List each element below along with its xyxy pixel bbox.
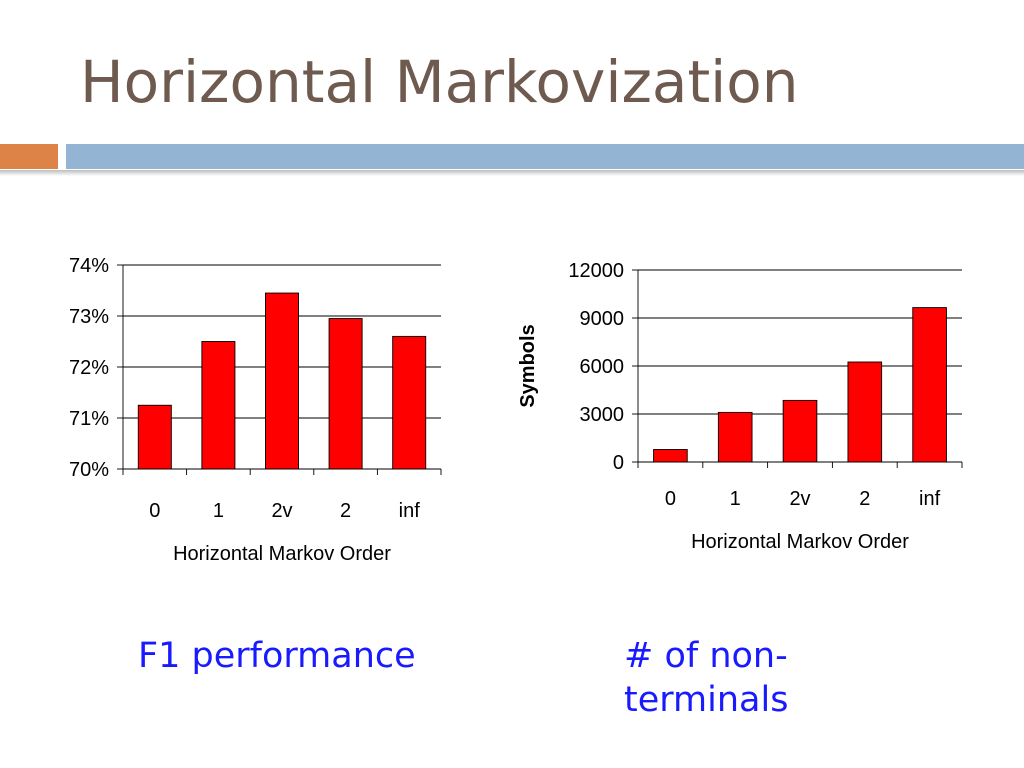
- bar-inf: [392, 335, 427, 470]
- x-tick-label: 0: [149, 500, 160, 522]
- bar-1: [201, 341, 236, 470]
- x-tick-label: 2v: [789, 488, 810, 510]
- y-tick-label: 71%: [69, 408, 109, 430]
- y-tick-label: 9000: [580, 308, 625, 330]
- bar-0: [653, 449, 688, 463]
- y-tick-label: 6000: [580, 356, 625, 378]
- y-tick-label: 73%: [69, 306, 109, 328]
- x-tick-label: 0: [665, 488, 676, 510]
- title-accent-bar-orange: [0, 144, 58, 169]
- caption-f1-performance: F1 performance: [138, 636, 416, 676]
- y-tick-label: 0: [613, 452, 624, 474]
- x-tick-label: 2v: [271, 500, 292, 522]
- y-tick-label: 74%: [69, 255, 109, 277]
- y-tick-label: 72%: [69, 357, 109, 379]
- bar-2: [328, 318, 363, 470]
- bar-0: [137, 404, 172, 470]
- x-tick-label: 2: [859, 488, 870, 510]
- title-accent-bar-blue: [66, 144, 1024, 169]
- bar-2v: [265, 292, 299, 470]
- x-axis-title: Horizontal Markov Order: [691, 531, 909, 553]
- bar-inf: [912, 307, 947, 463]
- x-tick-label: inf: [919, 488, 941, 510]
- y-axis-title: Symbols: [517, 324, 539, 407]
- x-tick-label: 2: [340, 500, 351, 522]
- x-tick-label: 1: [213, 500, 224, 522]
- bar-1: [717, 411, 753, 463]
- title-bar-shadow: [0, 170, 1024, 176]
- slide-title: Horizontal Markovization: [80, 48, 799, 116]
- y-tick-label: 12000: [568, 260, 624, 282]
- x-tick-label: 1: [730, 488, 741, 510]
- x-axis-title: Horizontal Markov Order: [173, 543, 391, 565]
- x-tick-label: inf: [399, 500, 421, 522]
- y-tick-label: 70%: [69, 459, 109, 481]
- caption-non-terminals: # of non-terminals: [624, 636, 789, 720]
- bar-2: [847, 361, 883, 463]
- y-tick-label: 3000: [580, 404, 625, 426]
- bar-2v: [782, 399, 818, 463]
